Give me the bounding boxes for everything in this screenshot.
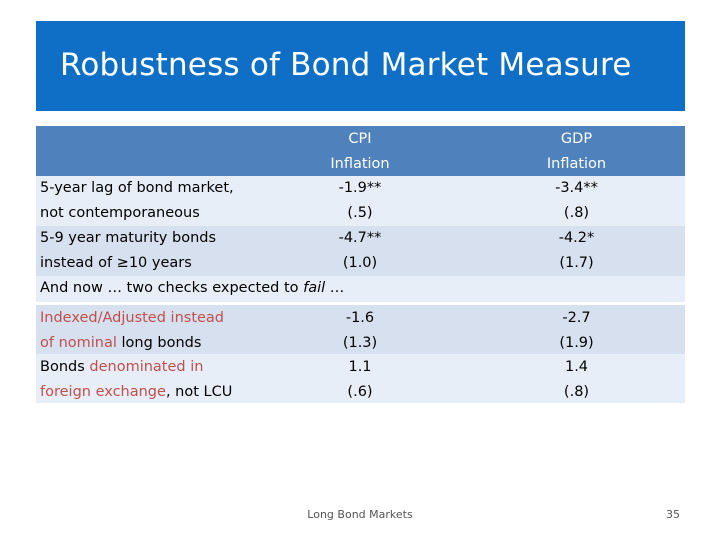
row-label-lag: 5-year lag of bond market, not contempor…: [40, 180, 234, 221]
title-bar: Robustness of Bond Market Measure: [36, 21, 685, 111]
cell-maturity-gdp: -4.2* (1.7): [558, 230, 595, 271]
failure-checks-table: Indexed/Adjusted instead of nominal long…: [36, 305, 685, 403]
cell-indexed-gdp: -2.7 (1.9): [559, 310, 594, 351]
table-note-row: [36, 276, 685, 302]
row-label-foreign: Bonds denominated in foreign exchange, n…: [40, 359, 233, 400]
slide-footer: Long Bond Markets: [307, 508, 413, 521]
row-label-maturity: 5-9 year maturity bonds instead of ≥10 y…: [40, 230, 217, 271]
cell-maturity-cpi: -4.7** (1.0): [338, 230, 382, 271]
table-row: [36, 176, 685, 226]
table-header-row: [36, 126, 685, 176]
table-note: And now … two checks expected to fail …: [40, 280, 345, 296]
table-row: [36, 354, 685, 403]
cell-lag-cpi: -1.9** (.5): [338, 180, 382, 221]
header-gdp: GDP Inflation: [546, 131, 607, 172]
cell-lag-gdp: -3.4** (.8): [555, 180, 598, 221]
cell-foreign-cpi: 1.1 (.6): [347, 359, 373, 400]
row-label-indexed: Indexed/Adjusted instead of nominal long…: [40, 310, 225, 351]
robustness-table: CPI Inflation GDP Inflation 5-year lag o…: [36, 126, 685, 302]
table-row: [36, 305, 685, 354]
cell-indexed-cpi: -1.6 (1.3): [342, 310, 378, 351]
slide-title: Robustness of Bond Market Measure: [60, 47, 632, 83]
cell-foreign-gdp: 1.4 (.8): [563, 359, 590, 400]
header-cpi: CPI Inflation: [330, 131, 390, 172]
page-number: 35: [666, 508, 680, 521]
table-row: [36, 226, 685, 276]
